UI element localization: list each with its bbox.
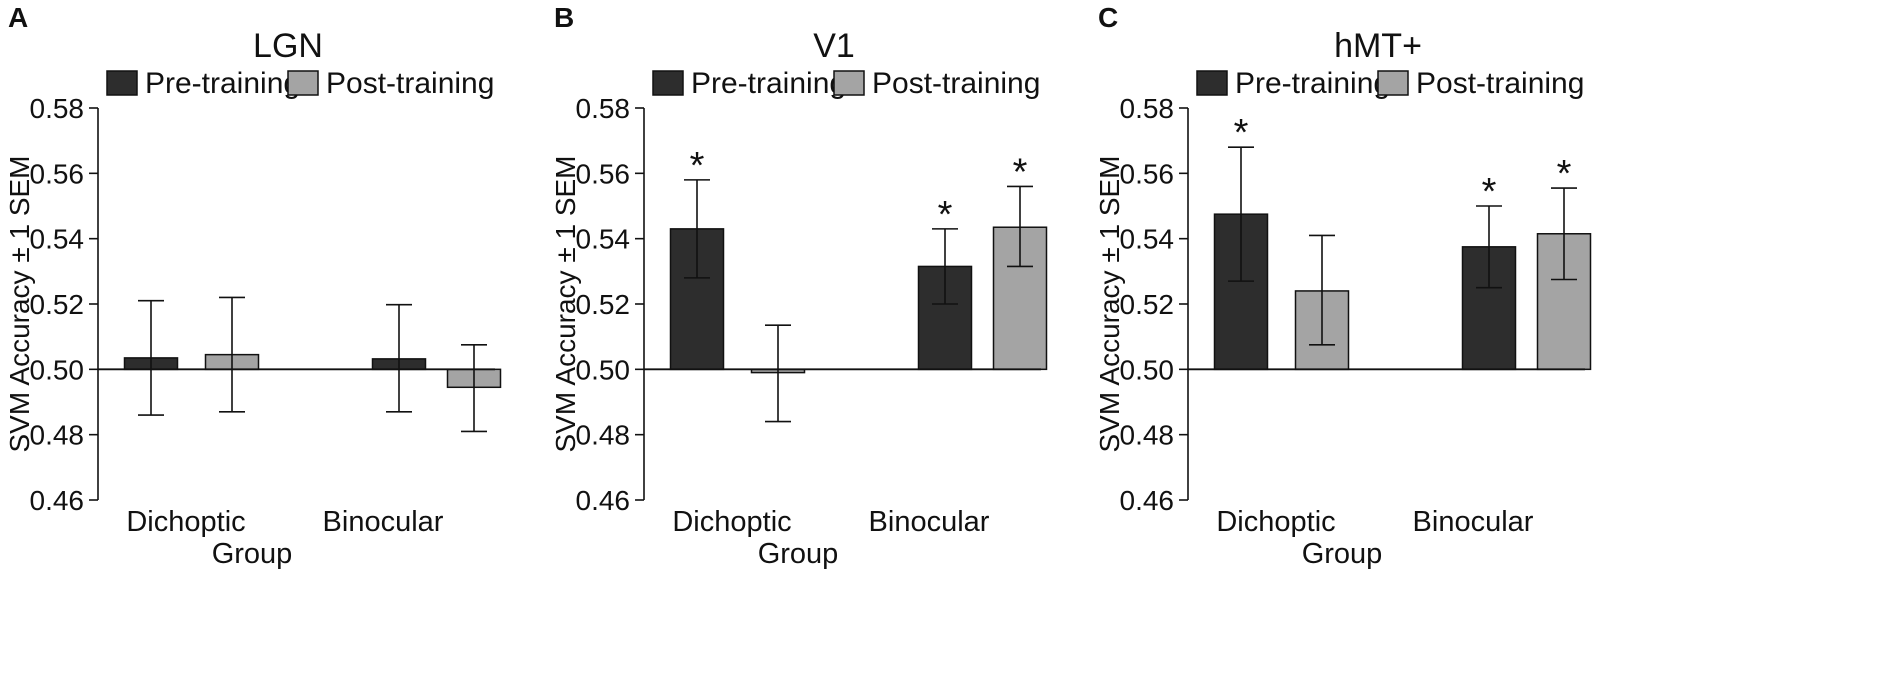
- x-category-label-binocular: Binocular: [323, 506, 444, 538]
- panel-letter: C: [1098, 2, 1118, 33]
- y-axis-label: SVM Accuracy ± 1 SEM: [1094, 155, 1125, 452]
- legend-swatch-post: [287, 70, 319, 96]
- legend-swatch-pre: [652, 70, 684, 96]
- y-tick-label: 0.56: [1120, 158, 1175, 189]
- y-tick-label: 0.46: [30, 485, 85, 516]
- y-tick-label: 0.50: [576, 354, 631, 385]
- legend-swatch-post: [1377, 70, 1409, 96]
- y-axis-label: SVM Accuracy ± 1 SEM: [550, 155, 581, 452]
- y-tick-label: 0.56: [30, 158, 85, 189]
- panel-letter: B: [554, 2, 574, 33]
- y-tick-label: 0.48: [1120, 420, 1175, 451]
- legend-label-post: Post-training: [872, 67, 1040, 100]
- x-category-label-dichoptic: Dichoptic: [672, 506, 791, 538]
- x-category-label-binocular: Binocular: [1413, 506, 1534, 538]
- y-tick-label: 0.50: [30, 354, 85, 385]
- y-axis-label: SVM Accuracy ± 1 SEM: [4, 155, 35, 452]
- y-tick-label: 0.46: [1120, 485, 1175, 516]
- legend-label-pre: Pre-training: [1235, 67, 1390, 100]
- legend-swatch-post: [833, 70, 865, 96]
- y-tick-label: 0.52: [1120, 289, 1175, 320]
- y-tick-label: 0.54: [30, 224, 85, 255]
- y-tick-label: 0.48: [30, 420, 85, 451]
- y-tick-label: 0.56: [576, 158, 631, 189]
- legend-label-post: Post-training: [326, 67, 494, 100]
- y-tick-label: 0.52: [576, 289, 631, 320]
- chart-title: V1: [813, 27, 855, 65]
- y-tick-label: 0.46: [576, 485, 631, 516]
- x-category-label-binocular: Binocular: [869, 506, 990, 538]
- x-category-label-dichoptic: Dichoptic: [1216, 506, 1335, 538]
- legend: Pre-training Post-training: [106, 67, 494, 100]
- x-axis-label: Group: [212, 538, 293, 570]
- legend-label-post: Post-training: [1416, 67, 1584, 100]
- chart-title: hMT+: [1334, 27, 1422, 65]
- y-tick-label: 0.58: [30, 93, 85, 124]
- significance-star: *: [1557, 153, 1572, 195]
- legend-swatch-pre: [1196, 70, 1228, 96]
- legend-swatch-pre: [106, 70, 138, 96]
- legend-label-pre: Pre-training: [691, 67, 846, 100]
- y-tick-label: 0.58: [1120, 93, 1175, 124]
- significance-star: *: [938, 194, 953, 236]
- x-axis-label: Group: [758, 538, 839, 570]
- y-tick-label: 0.58: [576, 93, 631, 124]
- y-tick-label: 0.54: [576, 224, 631, 255]
- significance-star: *: [1482, 171, 1497, 213]
- legend-label-pre: Pre-training: [145, 67, 300, 100]
- significance-star: *: [1013, 151, 1028, 193]
- significance-star: *: [690, 145, 705, 187]
- legend: Pre-training Post-training: [1196, 67, 1584, 100]
- y-tick-label: 0.50: [1120, 354, 1175, 385]
- y-tick-label: 0.54: [1120, 224, 1175, 255]
- x-axis-label: Group: [1302, 538, 1383, 570]
- y-tick-label: 0.52: [30, 289, 85, 320]
- significance-star: *: [1234, 112, 1249, 154]
- y-tick-label: 0.48: [576, 420, 631, 451]
- panel-letter: A: [8, 2, 28, 33]
- x-category-label-dichoptic: Dichoptic: [126, 506, 245, 538]
- chart-title: LGN: [253, 27, 323, 65]
- legend: Pre-training Post-training: [652, 67, 1040, 100]
